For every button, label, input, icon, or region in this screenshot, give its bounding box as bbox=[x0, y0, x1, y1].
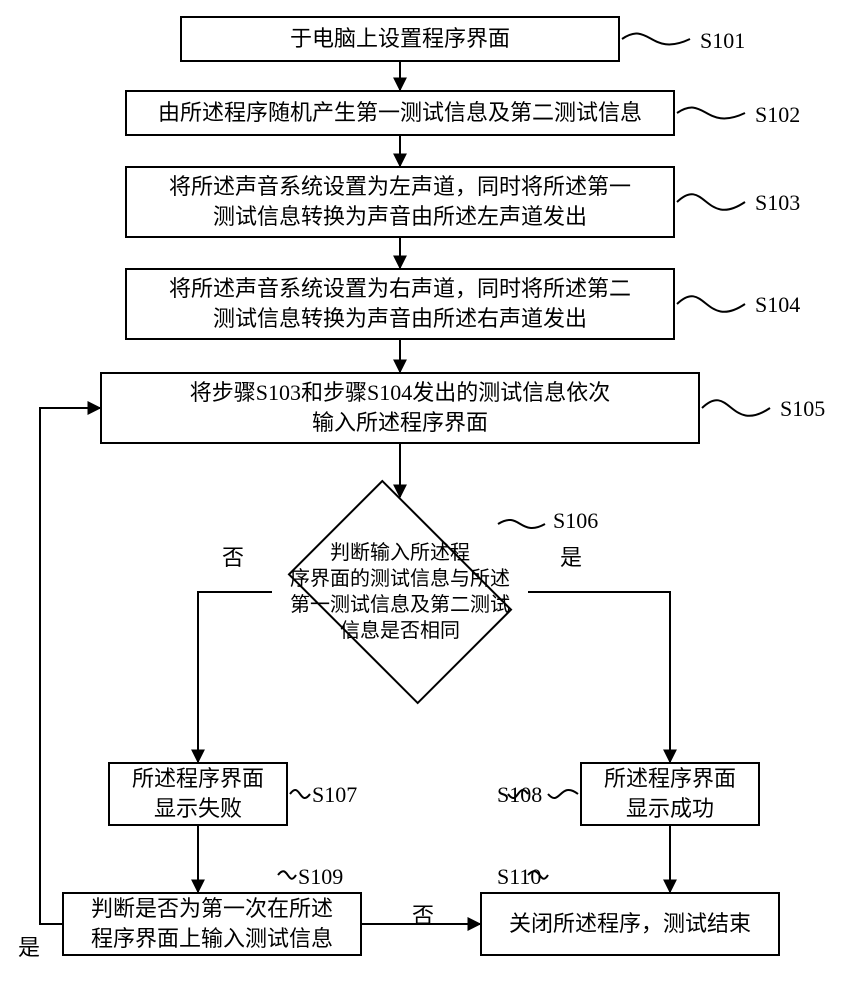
label-s110: S110 bbox=[497, 864, 541, 890]
node-s102-text: 由所述程序随机产生第一测试信息及第二测试信息 bbox=[158, 98, 642, 128]
label-s101: S101 bbox=[700, 28, 745, 54]
edge-label-no-left: 否 bbox=[222, 540, 244, 572]
node-s103: 将所述声音系统设置为左声道，同时将所述第一 测试信息转换为声音由所述左声道发出 bbox=[125, 166, 675, 238]
label-s107: S107 bbox=[312, 782, 357, 808]
node-s102: 由所述程序随机产生第一测试信息及第二测试信息 bbox=[125, 90, 675, 136]
node-s105-text: 将步骤S103和步骤S104发出的测试信息依次 输入所述程序界面 bbox=[190, 378, 610, 437]
edge-label-yes-loop: 是 bbox=[18, 930, 40, 962]
node-s101-text: 于电脑上设置程序界面 bbox=[290, 24, 510, 54]
node-s107-text: 所述程序界面 显示失败 bbox=[132, 764, 264, 823]
node-s106: 判断输入所述程 序界面的测试信息与所述 第一测试信息及第二测试 信息是否相同 bbox=[270, 497, 530, 687]
node-s110-text: 关闭所述程序，测试结束 bbox=[509, 909, 751, 939]
label-s108: S108 bbox=[497, 782, 542, 808]
node-s104: 将所述声音系统设置为右声道，同时将所述第二 测试信息转换为声音由所述右声道发出 bbox=[125, 268, 675, 340]
node-s105: 将步骤S103和步骤S104发出的测试信息依次 输入所述程序界面 bbox=[100, 372, 700, 444]
node-s108-text: 所述程序界面 显示成功 bbox=[604, 764, 736, 823]
edge-label-no-bottom: 否 bbox=[412, 898, 434, 930]
node-s108: 所述程序界面 显示成功 bbox=[580, 762, 760, 826]
node-s107: 所述程序界面 显示失败 bbox=[108, 762, 288, 826]
label-s106: S106 bbox=[553, 508, 598, 534]
node-s109: 判断是否为第一次在所述 程序界面上输入测试信息 bbox=[62, 892, 362, 956]
node-s101: 于电脑上设置程序界面 bbox=[180, 16, 620, 62]
node-s110: 关闭所述程序，测试结束 bbox=[480, 892, 780, 956]
node-s106-text: 判断输入所述程 序界面的测试信息与所述 第一测试信息及第二测试 信息是否相同 bbox=[270, 497, 530, 687]
flowchart-canvas: 于电脑上设置程序界面 S101 由所述程序随机产生第一测试信息及第二测试信息 S… bbox=[0, 0, 864, 1000]
node-s103-text: 将所述声音系统设置为左声道，同时将所述第一 测试信息转换为声音由所述左声道发出 bbox=[169, 172, 631, 231]
label-s102: S102 bbox=[755, 102, 800, 128]
edge-label-yes-right: 是 bbox=[560, 540, 582, 572]
node-s109-text: 判断是否为第一次在所述 程序界面上输入测试信息 bbox=[91, 894, 333, 953]
label-s103: S103 bbox=[755, 190, 800, 216]
node-s104-text: 将所述声音系统设置为右声道，同时将所述第二 测试信息转换为声音由所述右声道发出 bbox=[169, 274, 631, 333]
label-s105: S105 bbox=[780, 396, 825, 422]
label-s104: S104 bbox=[755, 292, 800, 318]
label-s109: S109 bbox=[298, 864, 343, 890]
